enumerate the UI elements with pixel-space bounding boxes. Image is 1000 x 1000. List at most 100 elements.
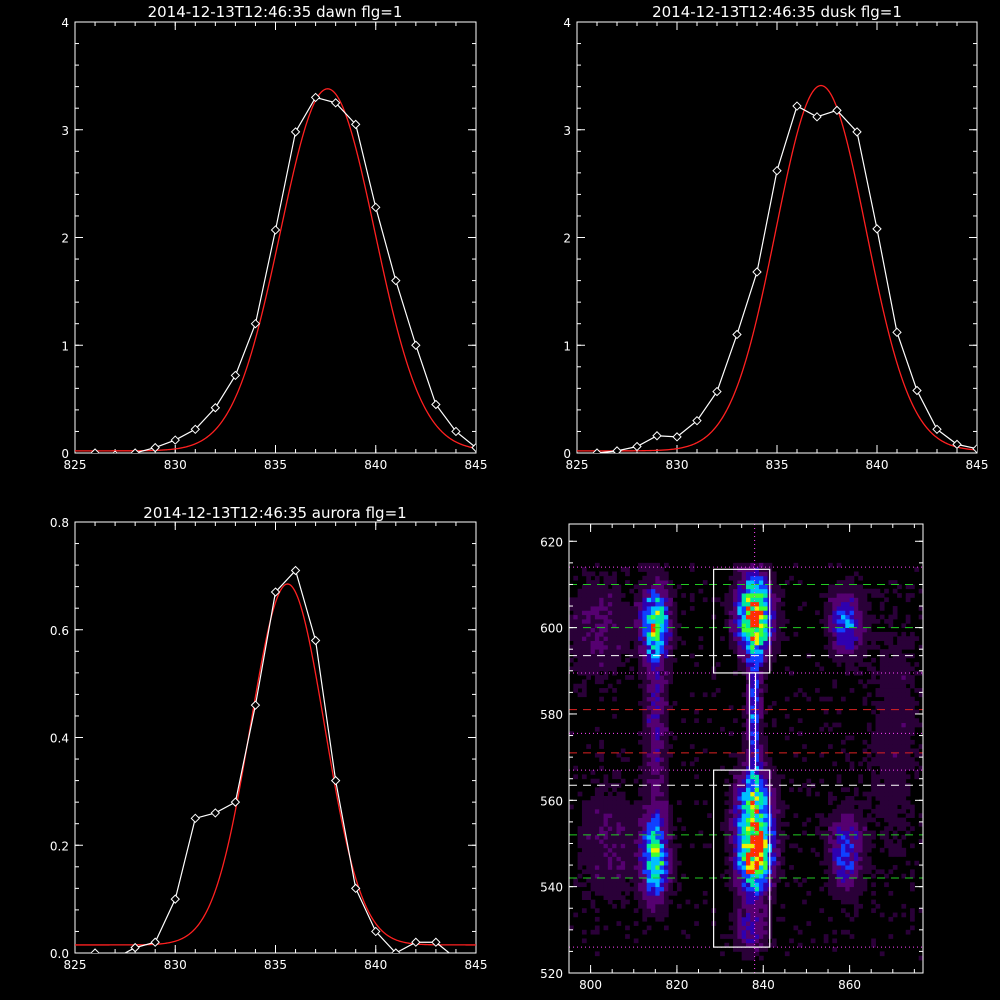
image-pixel	[655, 800, 661, 806]
image-pixel	[590, 606, 596, 611]
image-pixel	[642, 662, 648, 667]
image-pixel	[646, 908, 652, 913]
image-pixel	[754, 606, 760, 611]
image-pixel	[728, 593, 734, 598]
dawn-x-tick-label: 830	[164, 458, 187, 472]
image-pixel	[763, 770, 768, 775]
dawn-data-point	[170, 435, 180, 445]
image-pixel	[871, 636, 876, 641]
image-pixel	[853, 644, 859, 650]
dusk-y-tick-label: 0	[563, 447, 571, 461]
image-pixel	[853, 627, 859, 633]
image-pixel	[910, 683, 915, 689]
image-pixel	[892, 770, 898, 775]
image-pixel	[918, 614, 924, 620]
image-pixel	[659, 808, 665, 814]
image-pixel	[607, 610, 613, 616]
image-pixel	[754, 765, 760, 771]
image-pixel	[599, 666, 604, 672]
aurora-data-point	[190, 813, 201, 824]
image-pixel	[806, 791, 812, 797]
image-pixel	[633, 640, 639, 646]
image-pixel	[625, 675, 630, 680]
image-pixel	[590, 899, 596, 905]
image-pixel	[828, 834, 833, 840]
dawn-panel-title: 2014-12-13T12:46:35 dawn flg=1	[148, 3, 403, 21]
image-pixel	[776, 618, 781, 624]
image-pixel	[754, 916, 760, 922]
image-pixel	[828, 843, 833, 849]
image-pixel	[879, 688, 885, 693]
image-pixel	[862, 614, 868, 620]
image-pixel	[754, 562, 760, 568]
image-pixel	[581, 834, 587, 840]
image-pixel	[892, 757, 898, 762]
image-pixel	[750, 731, 756, 736]
image-pixel	[901, 701, 907, 706]
image-pixel	[871, 709, 876, 715]
image-pixel	[646, 601, 652, 607]
image-pixel	[763, 873, 768, 879]
image-pixel	[620, 800, 626, 806]
image-pixel	[681, 640, 686, 646]
image-pixel	[668, 593, 674, 598]
image-pixel	[651, 614, 656, 620]
image-pixel	[616, 839, 622, 844]
image-pixel	[590, 618, 596, 624]
image-pixel	[780, 804, 786, 810]
image-pixel	[750, 675, 756, 680]
image-pixel	[629, 618, 635, 624]
image-pixel	[918, 588, 924, 594]
image-pixel	[849, 882, 855, 888]
image-pixel	[849, 869, 855, 875]
image-pixel	[655, 705, 661, 711]
image-pixel	[638, 649, 643, 654]
image-pixel	[676, 882, 682, 888]
image-pixel	[828, 890, 833, 896]
image-pixel	[733, 808, 738, 814]
image-pixel	[758, 606, 764, 611]
image-pixel	[620, 873, 626, 879]
image-pixel	[853, 903, 859, 909]
image-pixel	[655, 649, 661, 654]
image-pixel	[612, 601, 617, 607]
image-pixel	[884, 705, 889, 711]
image-pixel	[586, 878, 591, 883]
image-pixel	[754, 614, 760, 620]
image-pixel	[586, 588, 591, 594]
image-pixel	[672, 640, 678, 646]
image-pixel	[672, 843, 678, 849]
dawn-data-point	[431, 399, 441, 410]
image-pixel	[845, 644, 851, 650]
image-pixel	[776, 623, 781, 629]
image-pixel	[853, 584, 859, 590]
image-pixel	[607, 627, 613, 633]
image-pixel	[620, 778, 626, 784]
image-pixel	[763, 847, 768, 853]
image-pixel	[776, 631, 781, 637]
image-pixel	[625, 873, 630, 879]
image-pixel	[646, 757, 652, 762]
image-pixel	[888, 813, 894, 818]
image-pixel	[849, 610, 855, 616]
image-pixel	[663, 873, 669, 879]
image-pixel	[746, 852, 751, 857]
image-pixel	[910, 631, 915, 637]
image-pixel	[866, 804, 872, 810]
image-pixel	[633, 869, 639, 875]
image-pixel	[577, 588, 583, 594]
image-pixel	[771, 873, 777, 879]
image-pixel	[599, 878, 604, 883]
aurora-data-point	[290, 565, 301, 576]
image-pixel	[651, 631, 656, 637]
image-pixel	[892, 843, 898, 849]
image-pixel	[590, 834, 596, 840]
image-pixel	[737, 916, 743, 922]
dusk-data-point	[932, 424, 942, 435]
image-pixel	[832, 847, 838, 853]
image-pixel	[625, 757, 630, 762]
image-pixel	[901, 778, 907, 784]
image-pixel	[651, 808, 656, 814]
image-pixel	[771, 644, 777, 650]
image-pixel	[746, 705, 751, 711]
